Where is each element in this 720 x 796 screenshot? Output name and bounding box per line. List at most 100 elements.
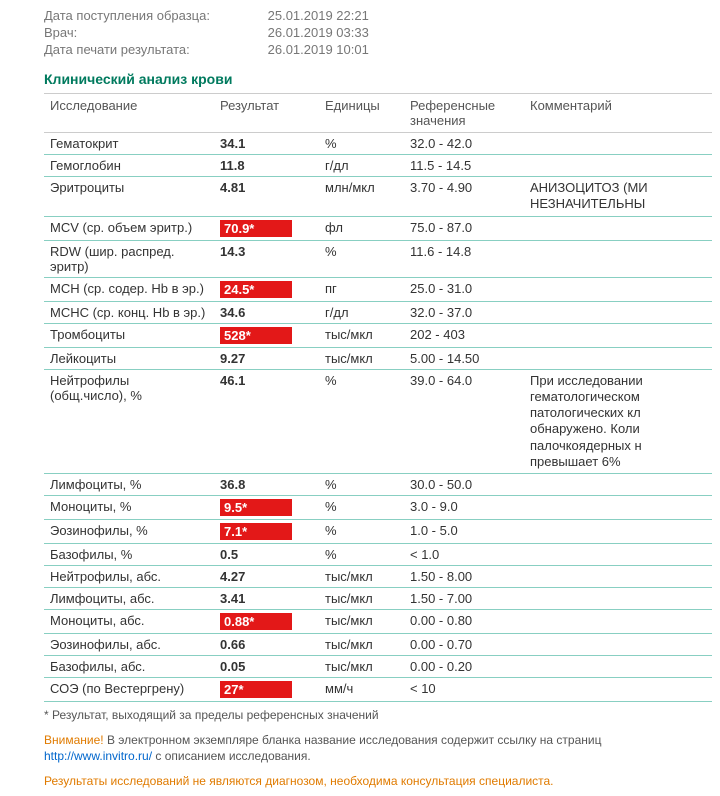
meta-label: Врач: <box>44 25 264 40</box>
test-name-cell: Эритроциты <box>44 177 214 217</box>
comment-cell <box>524 544 712 566</box>
col-test: Исследование <box>44 94 214 133</box>
table-row: Нейтрофилы (общ.число), %46.1%39.0 - 64.… <box>44 369 712 474</box>
reference-cell: 1.0 - 5.0 <box>404 520 524 544</box>
test-name-cell: Лимфоциты, абс. <box>44 588 214 610</box>
reference-cell: 1.50 - 7.00 <box>404 588 524 610</box>
col-result: Результат <box>214 94 319 133</box>
reference-cell: 75.0 - 87.0 <box>404 216 524 240</box>
table-row: Моноциты, %9.5*%3.0 - 9.0 <box>44 496 712 520</box>
out-of-range-badge: 7.1* <box>220 523 292 540</box>
reference-cell: 11.6 - 14.8 <box>404 240 524 277</box>
comment-cell <box>524 216 712 240</box>
test-name-cell: Моноциты, % <box>44 496 214 520</box>
meta-sample-date: Дата поступления образца: 25.01.2019 22:… <box>44 8 712 23</box>
units-cell: фл <box>319 216 404 240</box>
reference-cell: 39.0 - 64.0 <box>404 369 524 474</box>
units-cell: тыс/мкл <box>319 656 404 678</box>
table-row: Лимфоциты, %36.8%30.0 - 50.0 <box>44 474 712 496</box>
units-cell: % <box>319 520 404 544</box>
table-row: Гематокрит34.1%32.0 - 42.0 <box>44 133 712 155</box>
result-cell: 528* <box>214 323 319 347</box>
meta-label: Дата печати результата: <box>44 42 264 57</box>
table-header-row: Исследование Результат Единицы Референсн… <box>44 94 712 133</box>
result-cell: 27* <box>214 678 319 702</box>
units-cell: тыс/мкл <box>319 610 404 634</box>
test-name-cell: Эозинофилы, % <box>44 520 214 544</box>
col-units: Единицы <box>319 94 404 133</box>
reference-cell: 0.00 - 0.80 <box>404 610 524 634</box>
comment-cell <box>524 277 712 301</box>
table-row: Эозинофилы, % 7.1*%1.0 - 5.0 <box>44 520 712 544</box>
result-cell: 9.5* <box>214 496 319 520</box>
comment-cell <box>524 323 712 347</box>
units-cell: тыс/мкл <box>319 634 404 656</box>
result-cell: 14.3 <box>214 240 319 277</box>
comment-cell <box>524 133 712 155</box>
reference-cell: 3.70 - 4.90 <box>404 177 524 217</box>
reference-cell: 0.00 - 0.20 <box>404 656 524 678</box>
units-cell: % <box>319 496 404 520</box>
test-name-cell: Моноциты, абс. <box>44 610 214 634</box>
table-row: Моноциты, абс.0.88*тыс/мкл0.00 - 0.80 <box>44 610 712 634</box>
comment-cell <box>524 496 712 520</box>
col-comment: Комментарий <box>524 94 712 133</box>
warning-block: Внимание! В электронном экземпляре бланк… <box>44 732 712 764</box>
units-cell: тыс/мкл <box>319 347 404 369</box>
result-cell: 11.8 <box>214 155 319 177</box>
footnote: * Результат, выходящий за пределы рефере… <box>44 708 712 722</box>
table-row: Лимфоциты, абс.3.41тыс/мкл1.50 - 7.00 <box>44 588 712 610</box>
units-cell: % <box>319 240 404 277</box>
warning-text: В электронном экземпляре бланка название… <box>104 733 602 747</box>
reference-cell: 25.0 - 31.0 <box>404 277 524 301</box>
units-cell: тыс/мкл <box>319 323 404 347</box>
result-cell: 4.27 <box>214 566 319 588</box>
test-name-cell: Лимфоциты, % <box>44 474 214 496</box>
test-name-cell: Гемоглобин <box>44 155 214 177</box>
table-row: MCHC (ср. конц. Hb в эр.)34.6г/дл32.0 - … <box>44 301 712 323</box>
units-cell: % <box>319 544 404 566</box>
result-cell: 70.9* <box>214 216 319 240</box>
result-cell: 36.8 <box>214 474 319 496</box>
disclaimer: Результаты исследований не являются диаг… <box>44 774 712 788</box>
units-cell: пг <box>319 277 404 301</box>
units-cell: % <box>319 369 404 474</box>
result-cell: 0.05 <box>214 656 319 678</box>
test-name-cell: Лейкоциты <box>44 347 214 369</box>
comment-cell <box>524 520 712 544</box>
meta-doctor: Врач: 26.01.2019 03:33 <box>44 25 712 40</box>
units-cell: млн/мкл <box>319 177 404 217</box>
test-name-cell: MCH (ср. содер. Hb в эр.) <box>44 277 214 301</box>
warning-url[interactable]: http://www.invitro.ru/ <box>44 749 152 763</box>
results-table: Исследование Результат Единицы Референсн… <box>44 93 712 702</box>
result-cell: 9.27 <box>214 347 319 369</box>
test-name-cell: MCHC (ср. конц. Hb в эр.) <box>44 301 214 323</box>
reference-cell: 32.0 - 42.0 <box>404 133 524 155</box>
test-name-cell: Базофилы, абс. <box>44 656 214 678</box>
reference-cell: 0.00 - 0.70 <box>404 634 524 656</box>
comment-cell: АНИЗОЦИТОЗ (МИ НЕЗНАЧИТЕЛЬНЫ <box>524 177 712 217</box>
out-of-range-badge: 27* <box>220 681 292 698</box>
table-row: RDW (шир. распред. эритр)14.3%11.6 - 14.… <box>44 240 712 277</box>
out-of-range-badge: 70.9* <box>220 220 292 237</box>
units-cell: тыс/мкл <box>319 566 404 588</box>
meta-label: Дата поступления образца: <box>44 8 264 23</box>
test-name-cell: Гематокрит <box>44 133 214 155</box>
meta-value: 26.01.2019 10:01 <box>268 42 369 57</box>
units-cell: г/дл <box>319 155 404 177</box>
result-cell: 0.66 <box>214 634 319 656</box>
comment-cell <box>524 566 712 588</box>
warning-text-after: с описанием исследования. <box>152 749 311 763</box>
reference-cell: 11.5 - 14.5 <box>404 155 524 177</box>
table-row: Эозинофилы, абс.0.66тыс/мкл0.00 - 0.70 <box>44 634 712 656</box>
result-cell: 7.1* <box>214 520 319 544</box>
reference-cell: 30.0 - 50.0 <box>404 474 524 496</box>
warning-label: Внимание! <box>44 733 104 747</box>
result-cell: 3.41 <box>214 588 319 610</box>
test-name-cell: Тромбоциты <box>44 323 214 347</box>
comment-cell <box>524 347 712 369</box>
units-cell: % <box>319 474 404 496</box>
comment-cell <box>524 634 712 656</box>
test-name-cell: Нейтрофилы (общ.число), % <box>44 369 214 474</box>
out-of-range-badge: 24.5* <box>220 281 292 298</box>
